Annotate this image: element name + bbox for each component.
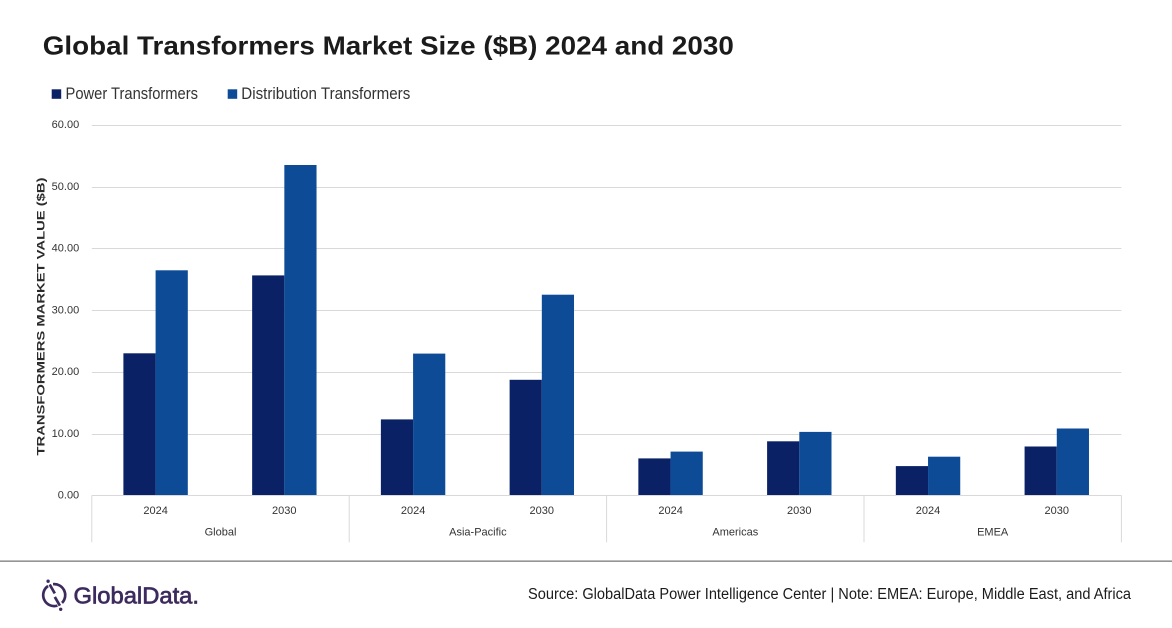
svg-text:2024: 2024 xyxy=(916,505,940,517)
svg-text:2024: 2024 xyxy=(658,505,682,517)
svg-text:30.00: 30.00 xyxy=(52,304,80,316)
svg-text:2024: 2024 xyxy=(143,505,167,517)
svg-text:Americas: Americas xyxy=(712,527,758,539)
svg-text:Global Transformers Market Siz: Global Transformers Market Size ($B) 202… xyxy=(43,31,734,61)
svg-text:Source: GlobalData Power Intel: Source: GlobalData Power Intelligence Ce… xyxy=(528,586,1131,603)
svg-text:0.00: 0.00 xyxy=(58,490,79,502)
svg-text:Asia-Pacific: Asia-Pacific xyxy=(449,527,507,539)
svg-text:40.00: 40.00 xyxy=(52,243,80,255)
svg-text:50.00: 50.00 xyxy=(52,181,80,193)
svg-text:TRANSFORMERS MARKET VALUE ($B): TRANSFORMERS MARKET VALUE ($B) xyxy=(36,177,48,455)
svg-text:Global: Global xyxy=(205,527,237,539)
svg-text:2024: 2024 xyxy=(401,505,425,517)
svg-text:Distribution Transformers: Distribution Transformers xyxy=(241,85,410,103)
svg-text:GlobalData.: GlobalData. xyxy=(74,582,200,608)
svg-text:20.00: 20.00 xyxy=(52,366,80,378)
svg-text:60.00: 60.00 xyxy=(52,119,80,131)
svg-text:2030: 2030 xyxy=(1045,505,1069,517)
svg-text:10.00: 10.00 xyxy=(52,428,80,440)
svg-text:2030: 2030 xyxy=(530,505,554,517)
svg-text:Power Transformers: Power Transformers xyxy=(66,85,199,103)
svg-text:EMEA: EMEA xyxy=(977,527,1009,539)
svg-text:2030: 2030 xyxy=(787,505,811,517)
svg-text:2030: 2030 xyxy=(272,505,296,517)
